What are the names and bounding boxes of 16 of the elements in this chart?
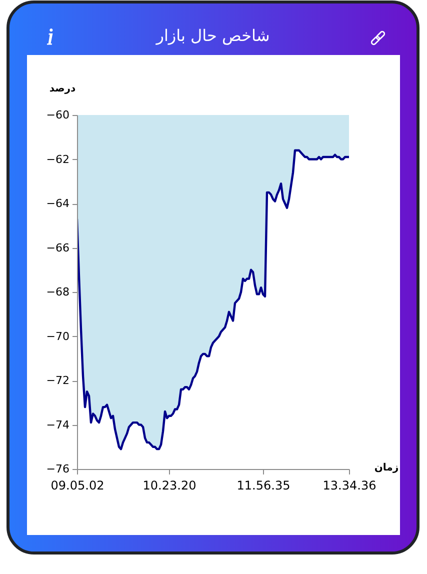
y-tick-label: −68 bbox=[46, 286, 70, 298]
y-tick-label: −66 bbox=[46, 241, 70, 254]
y-tick-label: −64 bbox=[46, 197, 70, 210]
chart-title: شاخص حال بازار bbox=[155, 26, 270, 45]
y-axis-title: درصد bbox=[49, 84, 76, 94]
y-tick-label: −74 bbox=[46, 418, 70, 432]
x-tick-label: 09.05.02 bbox=[50, 478, 104, 492]
y-tick-label: −62 bbox=[46, 152, 70, 166]
x-tick-label: 13.34.36 bbox=[322, 478, 376, 492]
y-tick-label: −76 bbox=[46, 462, 70, 476]
y-tick-label: −72 bbox=[46, 374, 70, 387]
y-tick-label: −60 bbox=[46, 108, 70, 122]
x-tick-label: 11.56.35 bbox=[236, 478, 290, 492]
y-tick-label: −70 bbox=[46, 330, 70, 343]
x-axis-title: زمان bbox=[374, 462, 399, 474]
x-tick-label: 10.23.20 bbox=[142, 478, 196, 492]
